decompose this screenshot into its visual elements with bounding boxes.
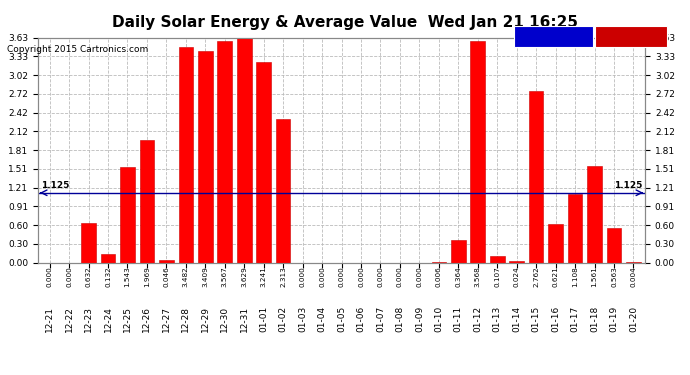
Bar <box>529 91 544 262</box>
Bar <box>139 141 155 262</box>
Text: 0.006: 0.006 <box>436 266 442 287</box>
Bar <box>587 166 602 262</box>
Text: 0.000: 0.000 <box>358 266 364 287</box>
Text: 1.108: 1.108 <box>572 266 578 287</box>
Text: Daily Solar Energy & Average Value  Wed Jan 21 16:25: Daily Solar Energy & Average Value Wed J… <box>112 15 578 30</box>
Bar <box>607 228 621 262</box>
Text: 0.364: 0.364 <box>455 266 462 287</box>
Text: 3.409: 3.409 <box>202 266 208 287</box>
Text: 3.568: 3.568 <box>475 266 481 287</box>
Text: Average  ($): Average ($) <box>524 32 583 41</box>
Text: 0.563: 0.563 <box>611 266 617 287</box>
Text: Copyright 2015 Cartronics.com: Copyright 2015 Cartronics.com <box>7 45 148 54</box>
Bar <box>81 224 96 262</box>
Bar <box>217 41 232 262</box>
Text: 0.000: 0.000 <box>397 266 403 287</box>
Text: 3.567: 3.567 <box>221 266 228 287</box>
Text: 0.000: 0.000 <box>377 266 384 287</box>
Bar <box>490 256 504 262</box>
Text: 3.629: 3.629 <box>241 266 247 287</box>
Text: 0.024: 0.024 <box>513 266 520 287</box>
Text: Daily   ($): Daily ($) <box>608 32 654 41</box>
Text: 0.000: 0.000 <box>339 266 344 287</box>
Text: 2.313: 2.313 <box>280 266 286 287</box>
Bar <box>120 167 135 262</box>
Bar <box>237 38 252 262</box>
Text: 0.000: 0.000 <box>299 266 306 287</box>
Bar <box>471 41 485 262</box>
Bar <box>549 224 563 262</box>
Text: 1.561: 1.561 <box>591 266 598 287</box>
Bar <box>198 51 213 262</box>
Text: 3.482: 3.482 <box>183 266 189 287</box>
Text: 0.632: 0.632 <box>86 266 92 287</box>
Text: 1.969: 1.969 <box>144 266 150 287</box>
Bar <box>509 261 524 262</box>
Text: 0.621: 0.621 <box>553 266 559 287</box>
Text: 3.241: 3.241 <box>261 266 267 287</box>
Text: 0.000: 0.000 <box>416 266 422 287</box>
Text: 1.125: 1.125 <box>614 181 642 190</box>
Text: 0.107: 0.107 <box>494 266 500 287</box>
Text: 1.125: 1.125 <box>41 181 69 190</box>
Bar <box>179 46 193 262</box>
Text: 0.132: 0.132 <box>105 266 111 287</box>
Text: 0.046: 0.046 <box>164 266 170 287</box>
Bar <box>101 254 115 262</box>
Bar <box>451 240 466 262</box>
Text: 0.000: 0.000 <box>319 266 325 287</box>
Text: 0.004: 0.004 <box>631 266 636 287</box>
Text: 1.543: 1.543 <box>124 266 130 287</box>
Bar <box>276 119 290 262</box>
Bar <box>159 260 174 262</box>
Bar <box>257 62 271 262</box>
Text: 0.000: 0.000 <box>66 266 72 287</box>
Text: 0.000: 0.000 <box>47 266 52 287</box>
Text: 2.762: 2.762 <box>533 266 539 287</box>
Bar <box>568 194 582 262</box>
